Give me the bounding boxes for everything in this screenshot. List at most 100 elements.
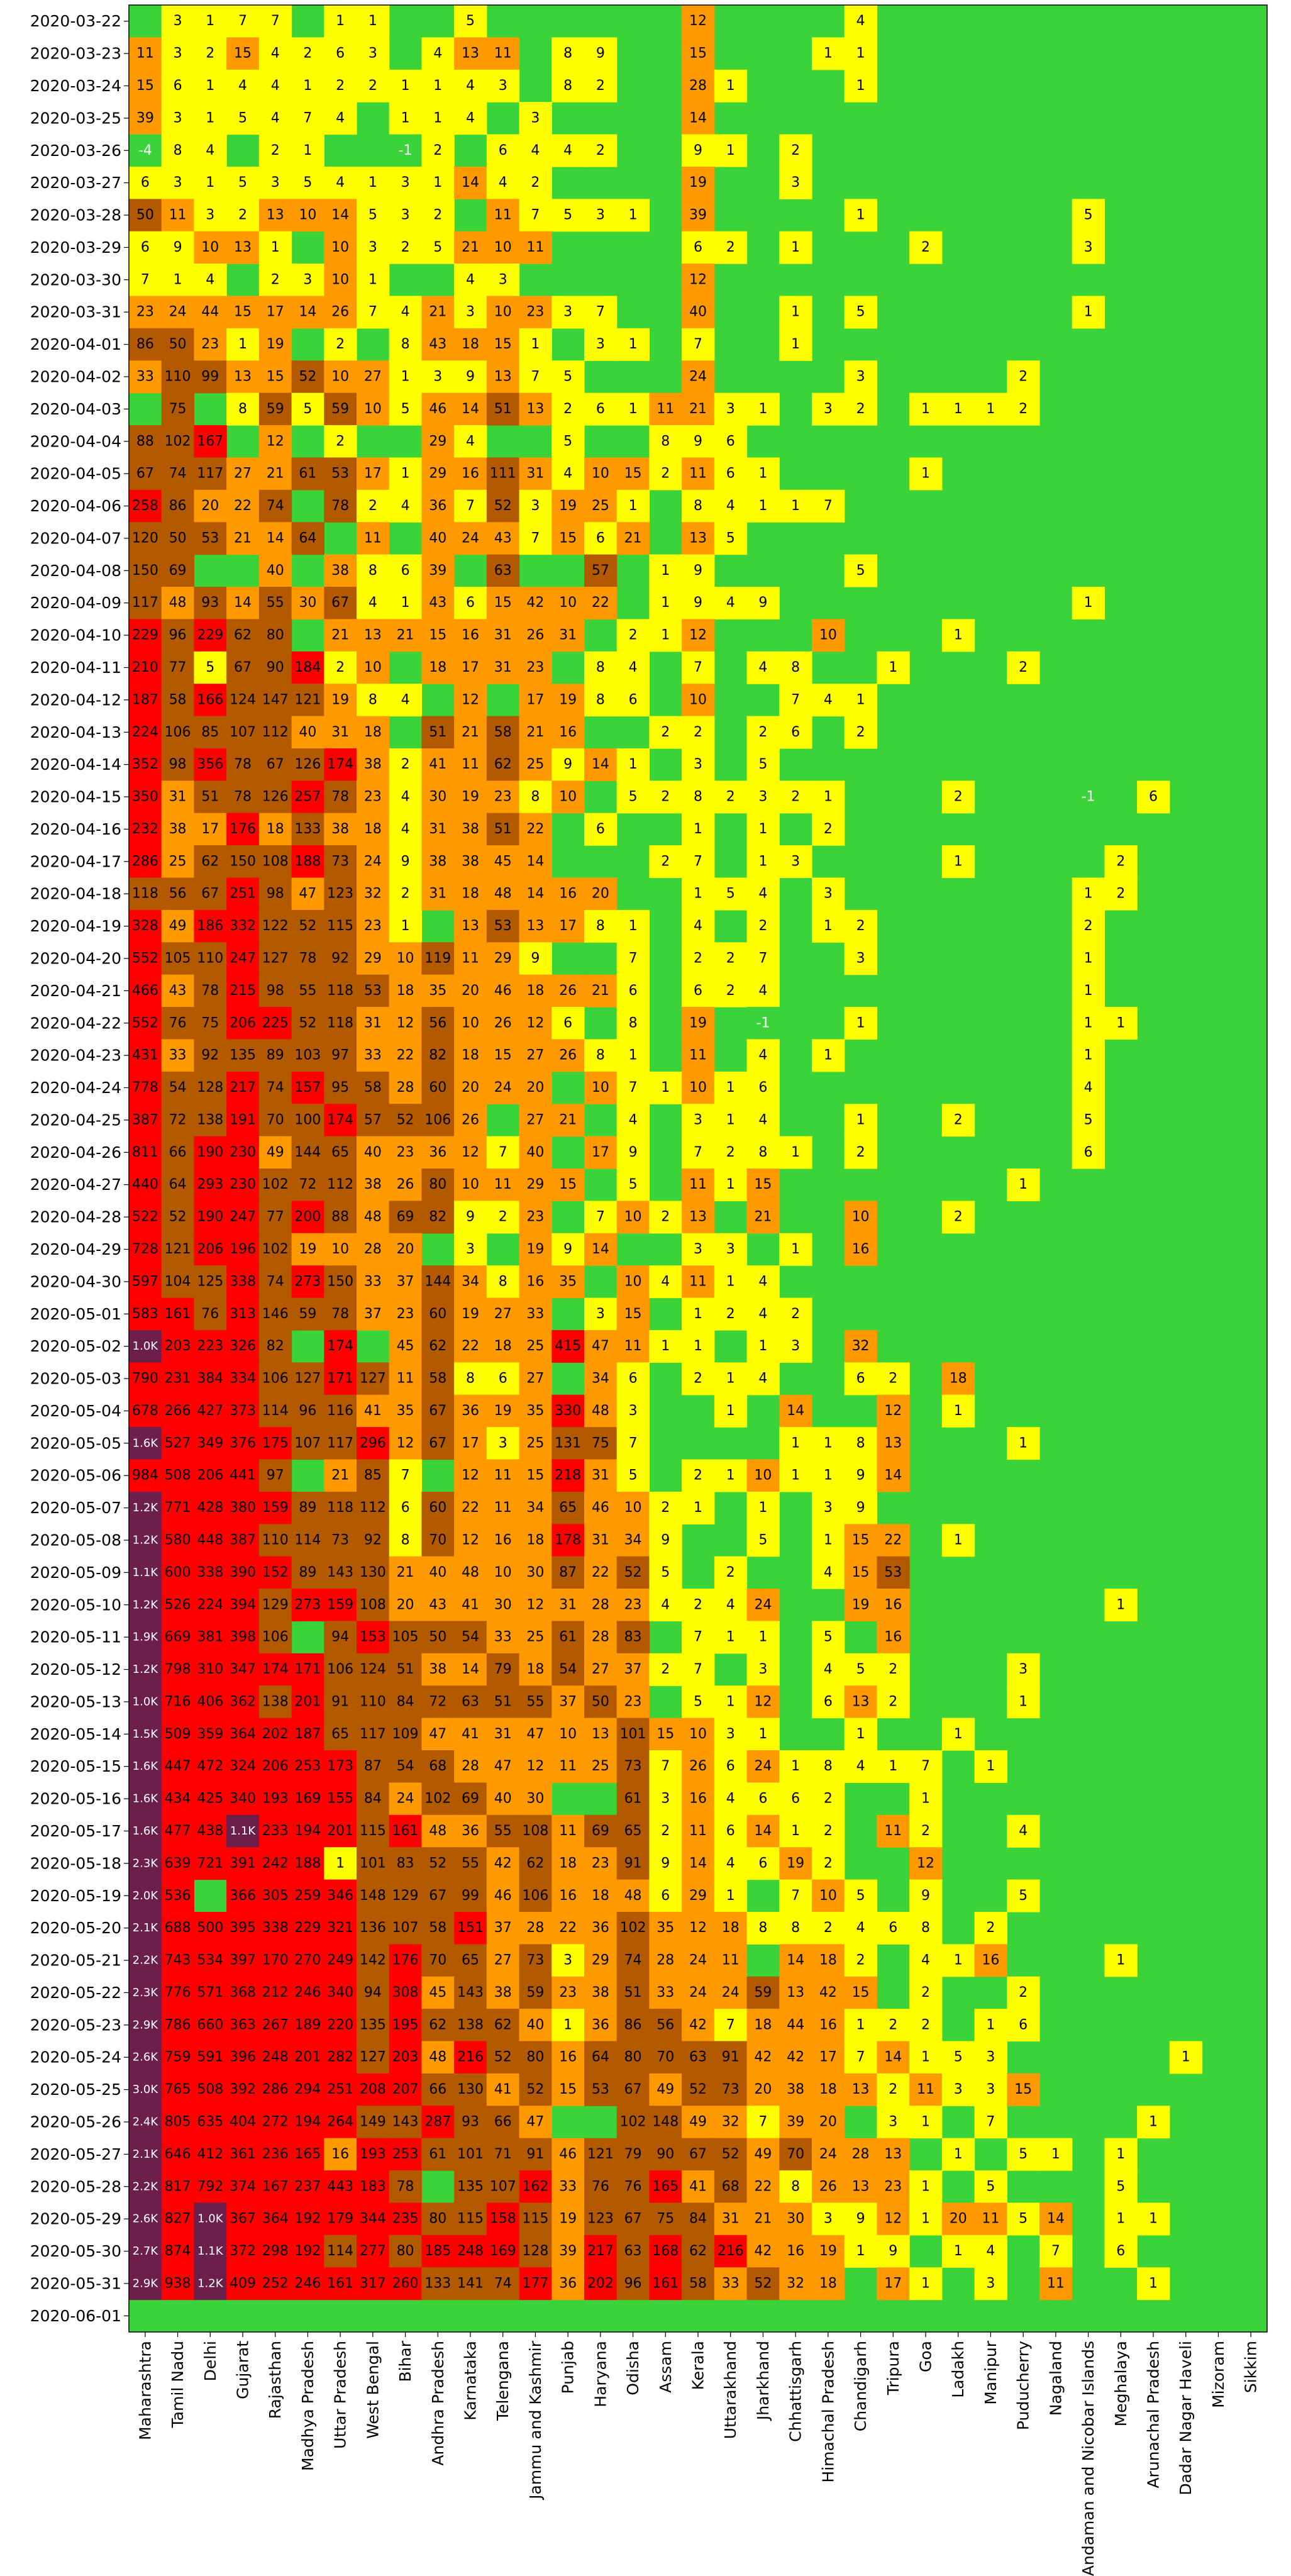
cell-value-label: 1 bbox=[758, 1629, 767, 1645]
heatmap-cell bbox=[812, 392, 845, 426]
cell-value-label: 13 bbox=[364, 628, 382, 643]
cell-value-label: 1 bbox=[1019, 1694, 1028, 1709]
cell-value-label: 237 bbox=[294, 2179, 321, 2194]
cell-value-label: 141 bbox=[457, 2275, 484, 2291]
y-tick-label: 2020-04-09 bbox=[30, 594, 121, 612]
cell-value-label: 36 bbox=[559, 2275, 577, 2291]
heatmap-cell bbox=[812, 684, 845, 717]
y-tick-label: 2020-03-29 bbox=[30, 238, 121, 257]
y-tick-label: 2020-03-25 bbox=[30, 109, 121, 127]
cell-value-label: 5 bbox=[856, 304, 865, 320]
cell-value-label: 792 bbox=[197, 2179, 223, 2194]
cell-value-label: 4 bbox=[466, 110, 475, 126]
cell-value-label: 1 bbox=[824, 1435, 833, 1451]
cell-value-label: 17 bbox=[526, 692, 544, 708]
heatmap-cell bbox=[194, 845, 227, 879]
cell-value-label: 1 bbox=[694, 886, 702, 902]
cell-value-label: 70 bbox=[429, 1953, 446, 1968]
cell-value-label: 3 bbox=[986, 2050, 995, 2065]
cell-value-label: 33 bbox=[657, 1985, 674, 2001]
cell-value-label: 583 bbox=[132, 1306, 158, 1322]
cell-value-label: 29 bbox=[494, 950, 512, 966]
heatmap-cell bbox=[584, 748, 618, 781]
cell-value-label: 2 bbox=[726, 1306, 735, 1322]
cell-value-label: 65 bbox=[624, 1823, 642, 1839]
heatmap-cell bbox=[714, 489, 748, 523]
heatmap-cell bbox=[486, 651, 520, 684]
cell-value-label: 21 bbox=[462, 724, 479, 740]
cell-value-label: 7 bbox=[824, 498, 833, 514]
cell-value-label: 126 bbox=[262, 789, 289, 805]
heatmap-cell bbox=[682, 425, 715, 458]
heatmap-cell bbox=[584, 684, 618, 717]
heatmap-cell bbox=[161, 716, 195, 749]
heatmap-cell bbox=[682, 813, 715, 846]
heatmap-cell bbox=[258, 554, 292, 587]
heatmap-cell bbox=[421, 974, 455, 1008]
cell-value-label: 1.6K bbox=[133, 1436, 159, 1450]
cell-value-label: 415 bbox=[555, 1338, 581, 1354]
cell-value-label: 9 bbox=[563, 1241, 572, 1257]
cell-value-label: 1 bbox=[1051, 2146, 1060, 2162]
cell-value-label: 2 bbox=[856, 401, 865, 417]
cell-value-label: 10 bbox=[331, 1241, 349, 1257]
heatmap-cell bbox=[486, 328, 520, 361]
cell-value-label: 67 bbox=[624, 2082, 642, 2097]
cell-value-label: 3 bbox=[174, 46, 182, 62]
cell-value-label: 2 bbox=[791, 789, 800, 805]
cell-value-label: 203 bbox=[165, 1338, 191, 1354]
cell-value-label: 13 bbox=[267, 208, 284, 223]
cell-value-label: 217 bbox=[587, 2243, 614, 2259]
cell-value-label: 38 bbox=[494, 1985, 512, 2001]
cell-value-label: 22 bbox=[462, 1338, 479, 1354]
heatmap-cell bbox=[421, 199, 455, 232]
cell-value-label: 67 bbox=[624, 2211, 642, 2227]
cell-value-label: 102 bbox=[620, 1920, 646, 1936]
cell-value-label: 10 bbox=[592, 1080, 609, 1096]
cell-value-label: 7 bbox=[531, 369, 540, 384]
y-tick-label: 2020-04-30 bbox=[30, 1272, 121, 1291]
cell-value-label: 24 bbox=[462, 530, 479, 546]
cell-value-label: 64 bbox=[169, 1177, 187, 1192]
heatmap-cell bbox=[226, 69, 260, 103]
cell-value-label: 251 bbox=[230, 886, 256, 902]
heatmap-cell bbox=[226, 619, 260, 652]
cell-value-label: 646 bbox=[165, 2146, 191, 2162]
cell-value-label: 18 bbox=[819, 1953, 837, 1968]
cell-value-label: 27 bbox=[364, 369, 382, 384]
x-tick-label: Andhra Pradesh bbox=[429, 2341, 447, 2466]
cell-value-label: 4 bbox=[433, 46, 442, 62]
heatmap-cell bbox=[291, 199, 324, 232]
heatmap-cell bbox=[161, 134, 195, 167]
cell-value-label: 98 bbox=[169, 757, 187, 772]
x-tick-label: Karnataka bbox=[462, 2341, 480, 2421]
heatmap-cell bbox=[291, 942, 324, 975]
cell-value-label: 92 bbox=[201, 1048, 219, 1063]
cell-value-label: 76 bbox=[201, 1306, 219, 1322]
cell-value-label: 2 bbox=[889, 1662, 897, 1677]
cell-value-label: 83 bbox=[397, 1855, 414, 1871]
cell-value-label: 5 bbox=[824, 1629, 833, 1645]
cell-value-label: 4 bbox=[466, 78, 475, 94]
cell-value-label: 59 bbox=[331, 401, 349, 417]
cell-value-label: 18 bbox=[592, 1888, 609, 1904]
heatmap-cell bbox=[616, 684, 650, 717]
heatmap-cell bbox=[389, 554, 423, 587]
cell-value-label: 10 bbox=[689, 1726, 707, 1742]
cell-value-label: 69 bbox=[592, 1823, 609, 1839]
cell-value-label: 55 bbox=[526, 1694, 544, 1709]
heatmap-cell bbox=[161, 392, 195, 426]
cell-value-label: 1 bbox=[791, 1758, 800, 1774]
heatmap-cell bbox=[551, 780, 585, 814]
cell-value-label: 50 bbox=[136, 208, 154, 223]
cell-value-label: 3 bbox=[824, 1500, 833, 1516]
cell-value-label: 3 bbox=[824, 401, 833, 417]
cell-value-label: 24 bbox=[722, 1985, 740, 2001]
heatmap-cell bbox=[682, 1071, 715, 1104]
cell-value-label: 21 bbox=[689, 401, 707, 417]
cell-value-label: 29 bbox=[429, 466, 446, 482]
cell-value-label: 4 bbox=[726, 498, 735, 514]
cell-value-label: 29 bbox=[364, 950, 382, 966]
cell-value-label: 260 bbox=[392, 2275, 419, 2291]
heatmap-cell bbox=[129, 1136, 162, 1169]
